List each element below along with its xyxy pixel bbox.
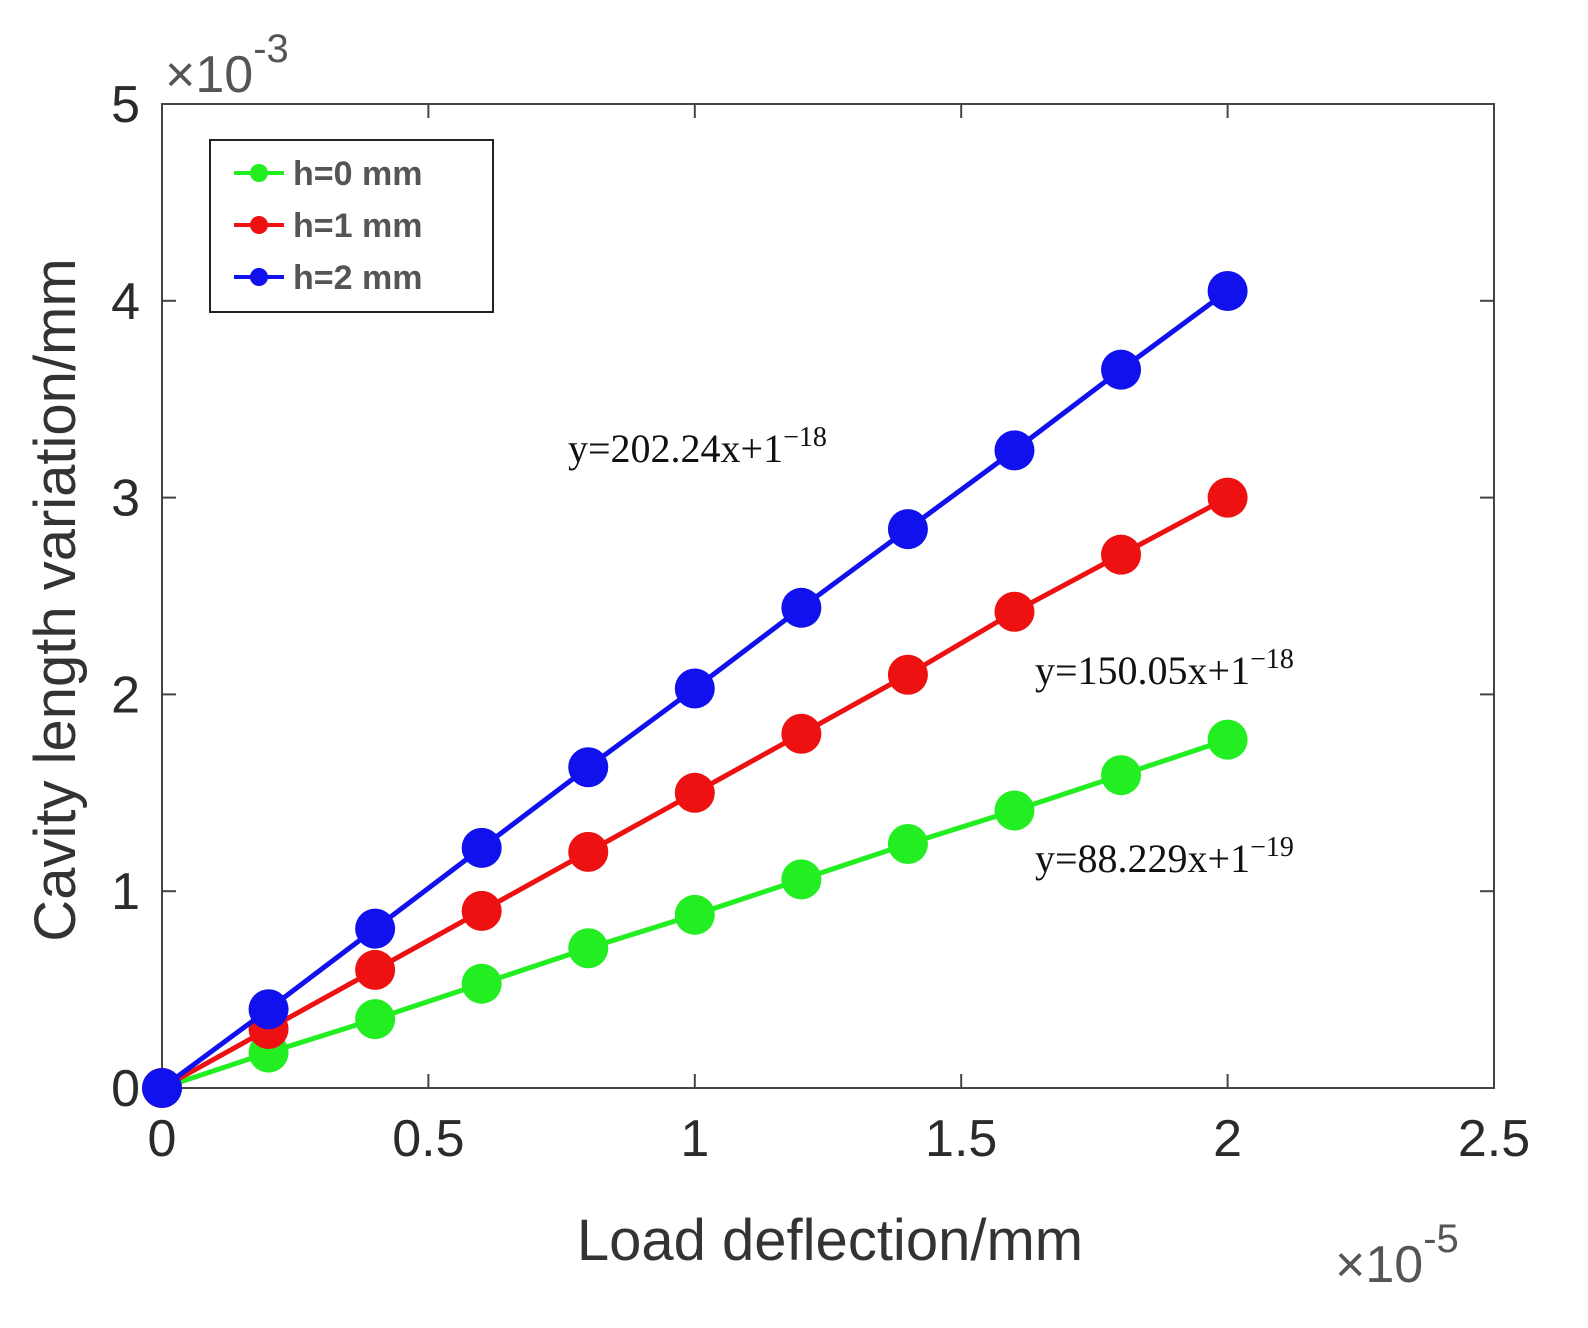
data-point	[887, 654, 928, 695]
data-point	[1207, 270, 1248, 311]
series-h-2-mm	[142, 270, 1248, 1108]
data-point	[568, 928, 609, 969]
data-point	[461, 963, 502, 1004]
data-point	[674, 894, 715, 935]
data-point	[887, 823, 928, 864]
data-point	[994, 790, 1035, 831]
x-axis-label: Load deflection/mm	[577, 1208, 1083, 1273]
data-point	[781, 859, 822, 900]
data-point	[355, 999, 396, 1040]
data-point	[142, 1068, 182, 1108]
data-point	[248, 989, 289, 1030]
legend-item-h2: h=2 mm	[234, 259, 422, 297]
y-multiplier-base: ×10	[165, 46, 253, 104]
legend-label: h=2 mm	[293, 259, 422, 297]
equation-h2-exp: −18	[783, 422, 827, 453]
equation-h1: y=150.05x+1−18	[1035, 644, 1294, 693]
data-point	[1101, 755, 1142, 796]
y-multiplier-exp: -3	[253, 27, 289, 71]
y-multiplier-label: ×10-3	[165, 27, 289, 104]
y-tick-label: 0	[111, 1060, 140, 1118]
data-point	[568, 831, 609, 872]
legend-swatch-marker	[250, 216, 268, 234]
x-tick-label: 0	[148, 1110, 177, 1168]
legend-swatch-marker	[250, 268, 268, 286]
svg-text:×10-5: ×10-5	[1335, 1217, 1459, 1294]
legend-label: h=1 mm	[293, 207, 422, 245]
data-point	[994, 591, 1035, 632]
y-tick-label: 1	[111, 863, 140, 921]
y-tick-label: 4	[111, 273, 140, 331]
svg-text:×10-3: ×10-3	[165, 27, 289, 104]
equation-h1-exp: −18	[1250, 644, 1294, 675]
equation-h0-exp: −19	[1250, 832, 1294, 863]
data-point	[1207, 719, 1248, 760]
y-axis-label: Cavity length variation/mm	[23, 258, 88, 941]
data-point	[994, 430, 1035, 471]
y-tick-label: 5	[111, 76, 140, 134]
equation-h0-main: y=88.229x+1	[1035, 836, 1250, 881]
series-layer	[142, 270, 1248, 1108]
data-point	[355, 949, 396, 990]
data-point	[1101, 534, 1142, 575]
legend: h=0 mm h=1 mm h=2 mm	[209, 139, 494, 313]
legend-label: h=0 mm	[293, 155, 422, 193]
x-tick-label: 1	[680, 1110, 709, 1168]
fit-equations: y=202.24x+1−18 y=150.05x+1−18 y=88.229x+…	[568, 422, 1294, 881]
x-tick-label: 0.5	[392, 1110, 464, 1168]
data-point	[781, 713, 822, 754]
legend-item-h0: h=0 mm	[234, 155, 422, 193]
data-point	[355, 908, 396, 949]
equation-h1-main: y=150.05x+1	[1035, 648, 1250, 693]
data-point	[781, 587, 822, 628]
data-point	[674, 668, 715, 709]
x-tick-label: 2	[1213, 1110, 1242, 1168]
y-tick-label: 2	[111, 666, 140, 724]
equation-h0: y=88.229x+1−19	[1035, 832, 1294, 881]
data-point	[674, 772, 715, 813]
x-tick-label: 2.5	[1458, 1110, 1530, 1168]
data-point	[461, 827, 502, 868]
data-point	[1101, 349, 1142, 390]
data-point	[1207, 477, 1248, 518]
equation-h2: y=202.24x+1−18	[568, 422, 827, 471]
plot-area-frame	[161, 103, 1495, 1089]
tick-labels: 0 0.5 1 1.5 2 2.5 0 1 2 3 4 5	[111, 76, 1530, 1168]
y-tick-label: 3	[111, 470, 140, 528]
x-multiplier-exp: -5	[1423, 1217, 1459, 1261]
data-point	[461, 890, 502, 931]
x-tick-label: 1.5	[925, 1110, 997, 1168]
x-multiplier-label: ×10-5	[1335, 1217, 1459, 1294]
equation-h2-main: y=202.24x+1	[568, 426, 783, 471]
legend-swatch-marker	[250, 164, 268, 182]
data-point	[887, 509, 928, 550]
x-multiplier-base: ×10	[1335, 1236, 1423, 1294]
data-point	[568, 747, 609, 788]
legend-item-h1: h=1 mm	[234, 207, 422, 245]
